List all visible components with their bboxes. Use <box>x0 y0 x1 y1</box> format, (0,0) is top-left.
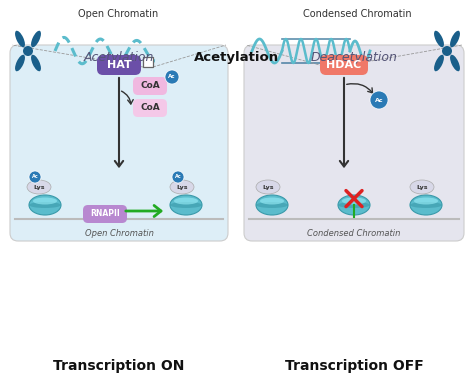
Text: Lys: Lys <box>33 185 45 190</box>
Text: Condensed Chromatin: Condensed Chromatin <box>307 229 401 238</box>
Circle shape <box>23 46 33 56</box>
Text: Transcription ON: Transcription ON <box>53 359 185 373</box>
Ellipse shape <box>256 180 280 194</box>
Text: Open Chromatin: Open Chromatin <box>84 229 154 238</box>
Circle shape <box>442 46 452 56</box>
Ellipse shape <box>338 202 370 208</box>
Ellipse shape <box>450 31 460 47</box>
Bar <box>327 57 337 67</box>
Text: Condensed Chromatin: Condensed Chromatin <box>303 9 411 19</box>
Ellipse shape <box>342 197 366 205</box>
Ellipse shape <box>170 180 194 194</box>
Text: Transcription OFF: Transcription OFF <box>284 359 423 373</box>
FancyBboxPatch shape <box>10 45 228 241</box>
Ellipse shape <box>414 197 438 205</box>
FancyBboxPatch shape <box>133 99 167 117</box>
Ellipse shape <box>15 55 25 71</box>
Ellipse shape <box>338 195 370 215</box>
Text: HDAC: HDAC <box>327 60 362 70</box>
Ellipse shape <box>410 202 442 208</box>
Ellipse shape <box>170 202 202 208</box>
Text: CoA: CoA <box>140 103 160 112</box>
FancyBboxPatch shape <box>244 45 464 241</box>
Circle shape <box>165 70 179 84</box>
Ellipse shape <box>170 195 202 215</box>
Ellipse shape <box>174 197 198 205</box>
Ellipse shape <box>33 197 57 205</box>
Text: Deacetylation: Deacetylation <box>310 50 397 64</box>
Ellipse shape <box>434 55 444 71</box>
FancyBboxPatch shape <box>97 55 141 75</box>
Ellipse shape <box>31 31 41 47</box>
Text: HAT: HAT <box>107 60 131 70</box>
FancyBboxPatch shape <box>320 55 368 75</box>
Bar <box>143 57 153 67</box>
Circle shape <box>29 171 41 183</box>
Ellipse shape <box>260 197 284 205</box>
Circle shape <box>172 171 184 183</box>
Text: Ac: Ac <box>374 97 383 103</box>
Text: Open Chromatin: Open Chromatin <box>78 9 158 19</box>
Text: Ac: Ac <box>168 74 176 79</box>
Ellipse shape <box>410 180 434 194</box>
Ellipse shape <box>256 195 288 215</box>
Ellipse shape <box>31 55 41 71</box>
Ellipse shape <box>27 180 51 194</box>
Text: Acetylation: Acetylation <box>194 50 280 64</box>
FancyBboxPatch shape <box>83 205 127 223</box>
Ellipse shape <box>29 195 61 215</box>
Ellipse shape <box>450 55 460 71</box>
Text: Lys: Lys <box>176 185 188 190</box>
Text: Ac: Ac <box>32 174 38 179</box>
Text: Lys: Lys <box>262 185 274 190</box>
Text: Lys: Lys <box>416 185 428 190</box>
Ellipse shape <box>434 31 444 47</box>
Ellipse shape <box>15 31 25 47</box>
Ellipse shape <box>29 202 61 208</box>
FancyBboxPatch shape <box>133 77 167 95</box>
Ellipse shape <box>410 195 442 215</box>
Circle shape <box>370 91 388 109</box>
Text: CoA: CoA <box>140 82 160 91</box>
Text: RNAPII: RNAPII <box>90 209 120 218</box>
Ellipse shape <box>256 202 288 208</box>
Text: Acetylation: Acetylation <box>84 50 154 64</box>
Text: Ac: Ac <box>175 174 182 179</box>
